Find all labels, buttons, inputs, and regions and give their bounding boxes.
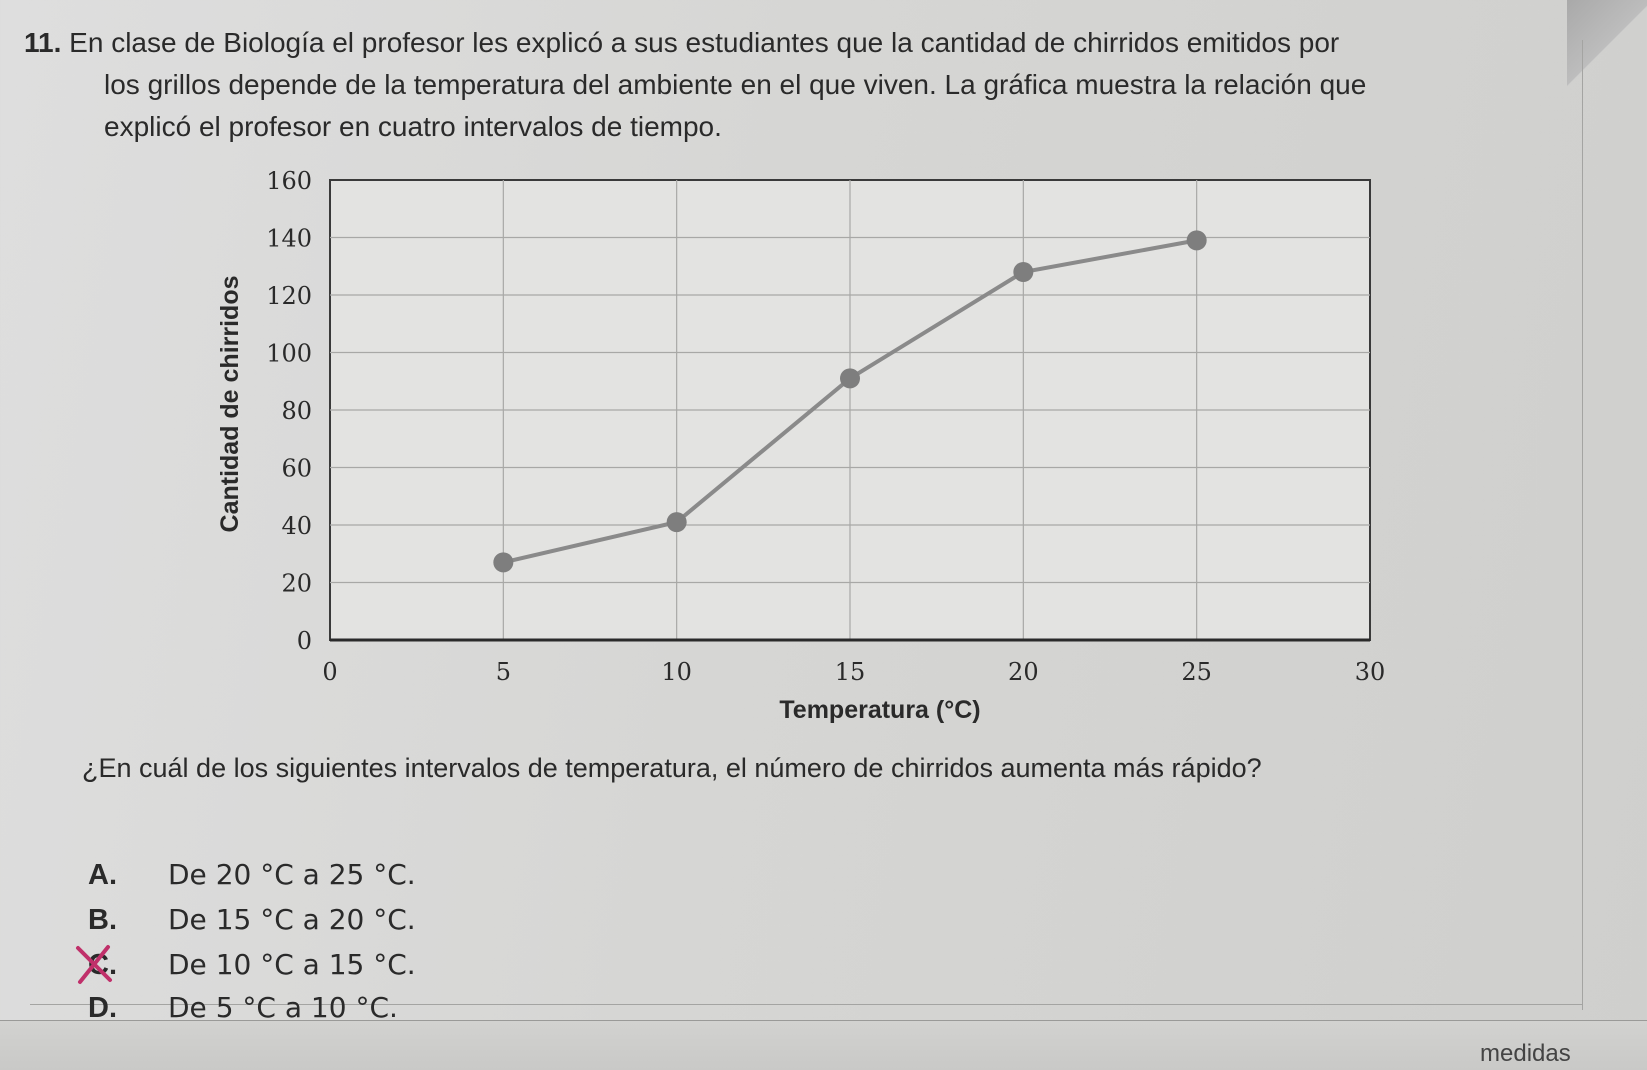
y-tick-label: 100 (266, 340, 312, 368)
question-text-2: los grillos depende de la temperatura de… (104, 69, 1367, 100)
option-text: De 15 °C a 20 °C. (168, 903, 416, 936)
y-tick-label: 60 (281, 455, 312, 483)
x-tick-label: 10 (661, 658, 692, 686)
option-letter: B. (88, 904, 117, 936)
x-tick-label: 25 (1181, 658, 1212, 686)
option-c[interactable]: C. De 10 °C a 15 °C. (88, 948, 416, 982)
y-tick-label: 120 (266, 282, 312, 310)
question-line-1: 11. En clase de Biología el profesor les… (24, 24, 1339, 62)
question-text-3: explicó el profesor en cuatro intervalos… (104, 111, 722, 142)
option-a[interactable]: A. De 20 °C a 25 °C. (88, 858, 416, 892)
y-tick-label: 80 (281, 397, 312, 425)
y-tick-label: 160 (266, 167, 312, 195)
y-tick-label: 40 (281, 512, 312, 540)
y-tick-label: 20 (281, 570, 312, 598)
x-tick-label: 20 (1008, 658, 1039, 686)
option-text: De 20 °C a 25 °C. (168, 858, 416, 891)
y-axis-label: Cantidad de chirridos (216, 276, 244, 533)
option-d[interactable]: D. De 5 °C a 10 °C. (88, 991, 398, 1025)
y-tick-label: 0 (297, 627, 312, 655)
chart-series (493, 230, 1207, 573)
option-b[interactable]: B. De 15 °C a 20 °C. (88, 903, 416, 937)
handwritten-cross-mark (76, 945, 112, 984)
x-tick-label: 30 (1355, 658, 1386, 686)
page-border-bottom (30, 1004, 1582, 1005)
option-text: De 5 °C a 10 °C. (168, 991, 398, 1024)
chart-tick-labels: 0 20 40 60 80 100 120 140 160 0 5 10 15 20 25 30 (266, 167, 1385, 686)
chart-grid (329, 179, 1371, 642)
page-border-right (1582, 40, 1583, 1010)
question-number: 11. (24, 27, 62, 58)
data-point (1186, 230, 1207, 251)
question-text-1: En clase de Biología el profesor les exp… (69, 27, 1340, 58)
option-letter: D. (88, 992, 117, 1024)
page-corner-fold (1567, 0, 1647, 90)
x-tick-label: 5 (496, 658, 511, 686)
footer-text-fragment: medidas (1480, 1040, 1571, 1067)
y-tick-label: 140 (266, 225, 312, 253)
data-point (1013, 262, 1034, 282)
x-tick-label: 15 (835, 658, 866, 686)
x-tick-label: 0 (322, 658, 337, 686)
x-axis-label: Temperatura (°C) (779, 696, 980, 724)
data-point (666, 512, 687, 533)
option-text: De 10 °C a 15 °C. (168, 948, 416, 981)
question-prompt: ¿En cuál de los siguientes intervalos de… (82, 753, 1262, 783)
option-letter: A. (88, 859, 117, 891)
next-page-edge (0, 1020, 1647, 1070)
chirps-temperature-chart: 0 20 40 60 80 100 120 140 160 0 5 10 15 20 25 30 Temper… (216, 167, 1385, 724)
data-point (840, 368, 860, 389)
data-point (493, 552, 514, 573)
